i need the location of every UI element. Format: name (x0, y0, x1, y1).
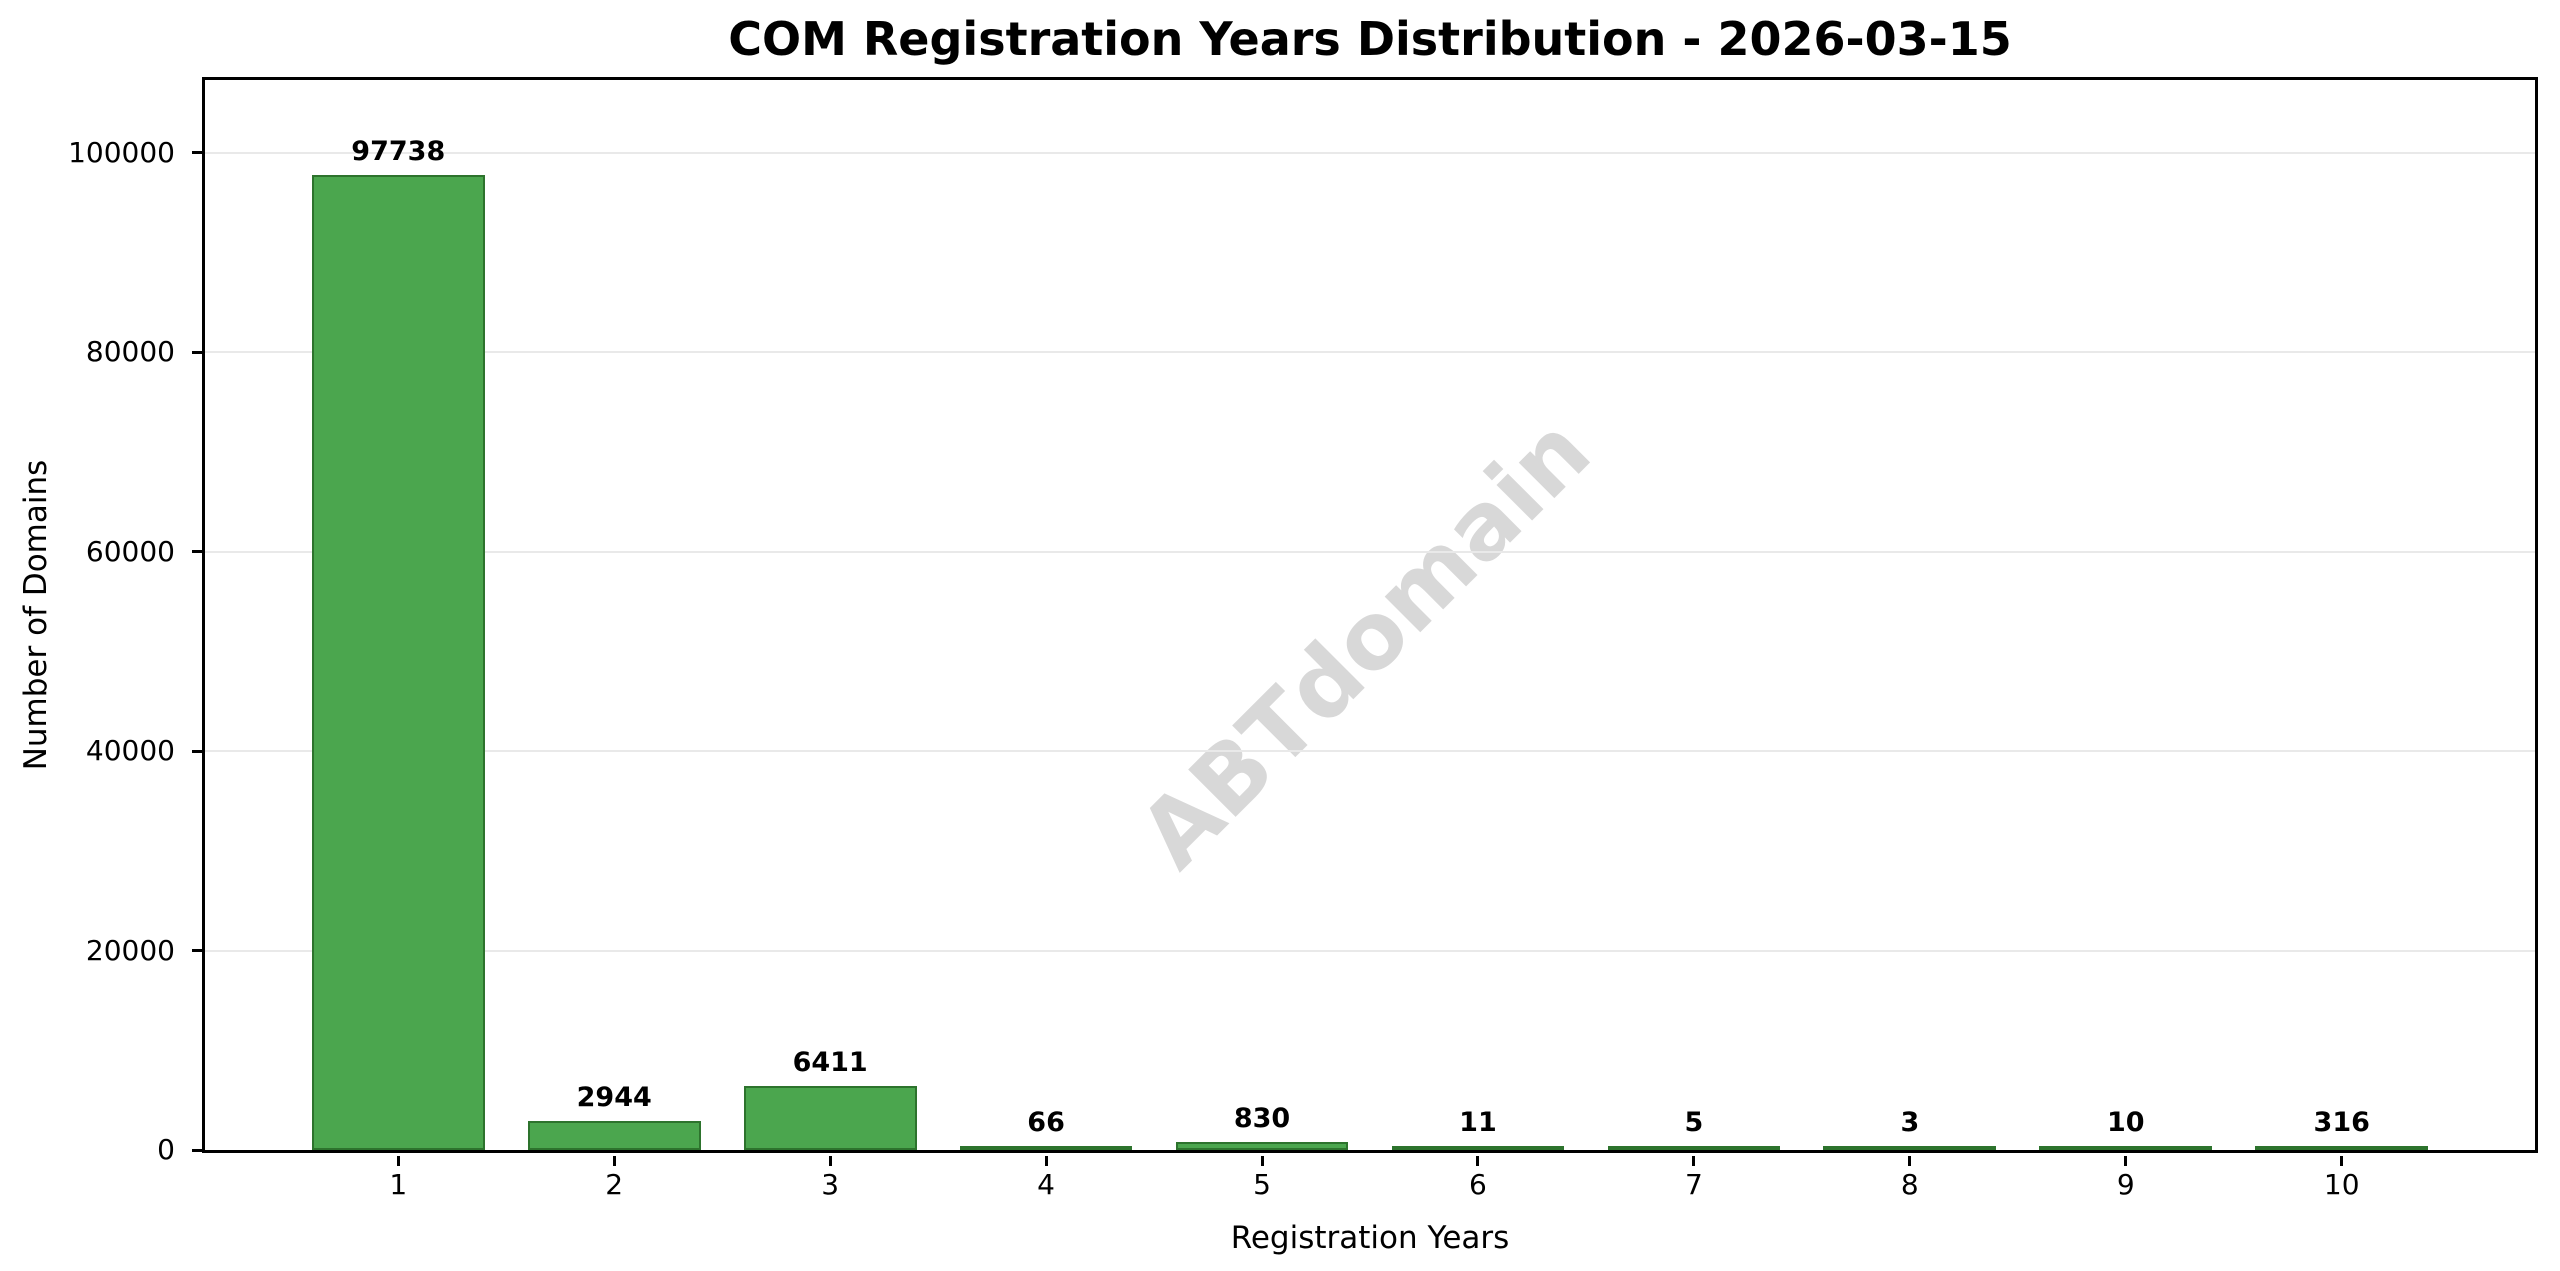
y-tick (192, 550, 202, 554)
y-tick-label: 80000 (85, 335, 175, 369)
x-tick (2124, 1156, 2128, 1166)
x-tick-label: 8 (1900, 1168, 1919, 1201)
gridline (205, 151, 2535, 154)
bar-value-label: 97738 (351, 136, 446, 168)
x-tick (828, 1156, 832, 1166)
bar-value-label: 3 (1900, 1107, 1920, 1138)
gridline (205, 550, 2535, 553)
bar-value-label: 2944 (576, 1081, 652, 1113)
x-tick-label: 7 (1684, 1168, 1703, 1201)
x-tick (1260, 1156, 1264, 1166)
x-tick-label: 4 (1037, 1168, 1055, 1201)
bar (2039, 1146, 2213, 1150)
bar-value-label: 10 (2106, 1107, 2145, 1138)
y-axis-label: Number of Domains (18, 459, 54, 771)
y-tick-label: 0 (157, 1133, 175, 1166)
x-tick-label: 1 (389, 1168, 408, 1201)
x-tick-label: 6 (1469, 1168, 1487, 1201)
bar-value-label: 5 (1684, 1107, 1704, 1138)
bar-value-label: 830 (1233, 1102, 1291, 1134)
bar-value-label: 6411 (792, 1047, 868, 1079)
y-tick-label: 20000 (85, 933, 175, 967)
x-tick (1692, 1156, 1696, 1166)
bar (1175, 1141, 1349, 1150)
x-tick (1476, 1156, 1480, 1166)
y-tick (192, 350, 202, 354)
bar (1607, 1146, 1781, 1150)
plot-area: 0 20000 40000 60000 80000 100000 97738 1 2944 2 64… (68, 77, 2538, 1201)
x-tick (396, 1156, 400, 1166)
y-tick-label: 60000 (85, 534, 175, 568)
x-tick (1908, 1156, 1912, 1166)
x-tick-label: 2 (605, 1168, 624, 1201)
x-tick-label: 9 (2116, 1168, 2135, 1201)
gridline (205, 949, 2535, 952)
chart-title: COM Registration Years Distribution - 20… (728, 12, 2012, 66)
x-tick (612, 1156, 616, 1166)
x-tick-label: 3 (821, 1168, 840, 1201)
bar (743, 1086, 917, 1150)
x-tick-label: 10 (2323, 1168, 2360, 1201)
x-tick (2340, 1156, 2344, 1166)
y-tick-label: 40000 (85, 734, 175, 768)
y-tick (192, 151, 202, 155)
y-tick (192, 1148, 202, 1152)
x-tick (1044, 1156, 1048, 1166)
bar-value-label: 316 (2313, 1107, 2370, 1138)
y-tick-label: 100000 (68, 135, 175, 169)
y-tick (192, 949, 202, 953)
x-tick-label: 5 (1253, 1168, 1271, 1201)
x-axis-label: Registration Years (1230, 1220, 1510, 1256)
bar-value-label: 66 (1027, 1107, 1065, 1138)
bar (1823, 1146, 1997, 1150)
bar (2255, 1146, 2429, 1150)
bar (527, 1120, 701, 1150)
bar-value-label: 11 (1459, 1107, 1497, 1138)
bar (959, 1146, 1133, 1150)
y-tick (192, 749, 202, 753)
gridline (205, 750, 2535, 753)
bar (1391, 1146, 1565, 1150)
gridline (205, 351, 2535, 354)
bar (311, 175, 485, 1150)
